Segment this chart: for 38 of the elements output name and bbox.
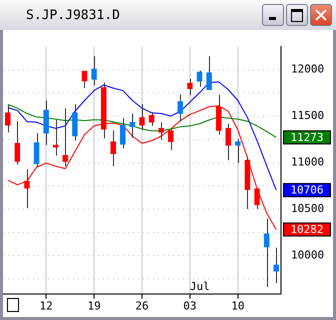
candlestick	[168, 128, 174, 151]
y-tick-label: 12000	[291, 62, 324, 76]
candlestick	[62, 108, 68, 167]
x-tick-label: 10	[231, 299, 244, 312]
x-tick-label: 26	[135, 299, 149, 312]
annotation: Jul	[190, 280, 210, 294]
candlestick	[4, 104, 11, 133]
y-tick-label: 11000	[291, 156, 324, 169]
data-label: 11273	[290, 130, 324, 144]
candlestick	[82, 70, 88, 89]
candlestick	[254, 188, 260, 210]
candlestick	[148, 112, 154, 126]
x-tick-label: 19	[87, 299, 101, 312]
candlestick	[14, 120, 20, 166]
candlestick	[196, 70, 202, 88]
x-tick-label: 12	[40, 299, 53, 312]
candlestick	[264, 218, 270, 288]
chart-title: S.JP.J9831.D	[26, 8, 120, 22]
candlestick	[110, 130, 116, 167]
y-tick-label: 11500	[291, 109, 324, 122]
data-label: 10706	[290, 183, 324, 196]
candlestick	[225, 123, 232, 161]
data-label: 10282	[290, 222, 324, 236]
candlestick	[139, 104, 145, 130]
y-tick-label: 10000	[291, 248, 324, 262]
candlestick	[187, 78, 193, 96]
candlestick	[120, 118, 126, 150]
candlestick	[34, 132, 40, 168]
x-tick-label: 03	[183, 299, 197, 312]
candlestick	[72, 104, 78, 142]
candlestick	[24, 168, 30, 209]
y-tick-label: 10500	[291, 202, 324, 216]
candlestick	[178, 94, 184, 122]
candlestick	[273, 247, 280, 284]
candlestick	[91, 56, 97, 86]
candlestick	[206, 56, 212, 90]
candlestick	[43, 100, 49, 146]
candlestick	[158, 122, 164, 141]
